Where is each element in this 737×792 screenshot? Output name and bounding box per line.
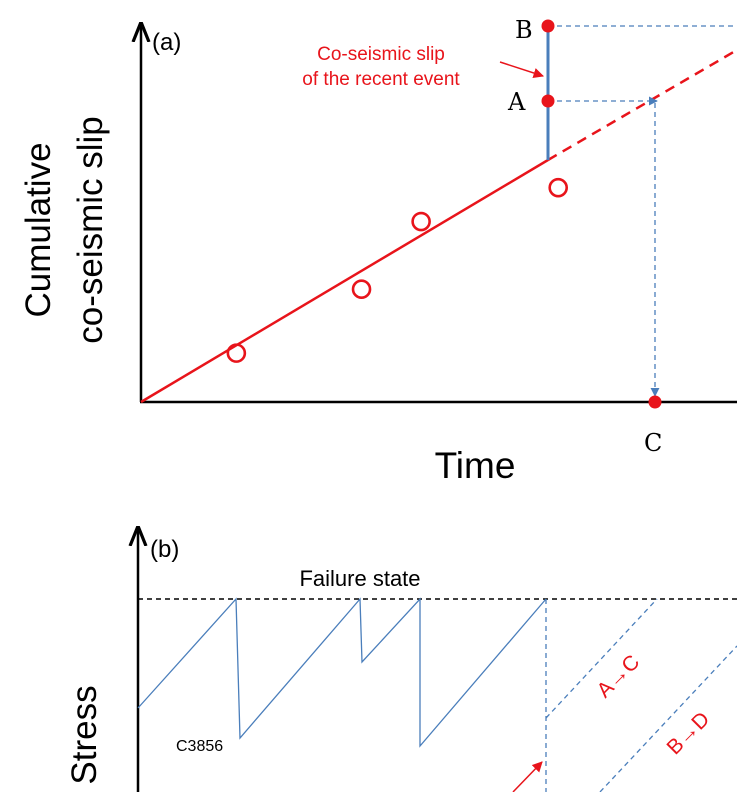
- point-a-label: A: [507, 88, 526, 116]
- panel-b-ylabel: Stress: [65, 685, 104, 784]
- panel-a-xlabel: Time: [435, 445, 516, 486]
- observed-points: [226, 177, 569, 363]
- point-a-marker: [541, 94, 555, 108]
- code-label: C3856: [176, 738, 223, 755]
- path-b-to-d-label: B→D: [663, 708, 715, 760]
- observed-point-2: [351, 279, 372, 300]
- panel-a-tag: (a): [152, 29, 181, 56]
- annotation-line-1: Co-seismic slip: [317, 44, 445, 65]
- path-a-to-c-line: [545, 598, 658, 719]
- observed-point-4: [548, 177, 569, 198]
- annotation-line-2: of the recent event: [302, 69, 460, 90]
- panel-a: B A C Co-seismic slip of the recent even…: [19, 16, 737, 486]
- panel-a-ylabel-line-2: co-seismic slip: [71, 116, 110, 344]
- red-pointer-arrow: [512, 761, 543, 792]
- point-c-marker: [648, 395, 662, 409]
- path-a-to-c-label: A→C: [593, 651, 645, 703]
- observed-point-3: [411, 211, 431, 232]
- path-b-to-d-line: [599, 645, 737, 792]
- panel-b-tag: (b): [150, 536, 179, 563]
- point-c-label: C: [644, 429, 662, 457]
- trend-line: [140, 158, 549, 404]
- stress-sawtooth: [137, 597, 547, 748]
- trend-line-extrapolated: [547, 48, 737, 162]
- observed-point-1: [226, 343, 247, 363]
- panel-b: (b) Failure state A→C B→D C3856 Stress: [65, 530, 737, 792]
- point-b-label: B: [515, 16, 533, 44]
- panel-a-ylabel-line-1: Cumulative: [19, 142, 58, 317]
- point-b-marker: [541, 19, 555, 33]
- annotation-arrow: [499, 61, 544, 79]
- failure-state-label: Failure state: [299, 566, 420, 591]
